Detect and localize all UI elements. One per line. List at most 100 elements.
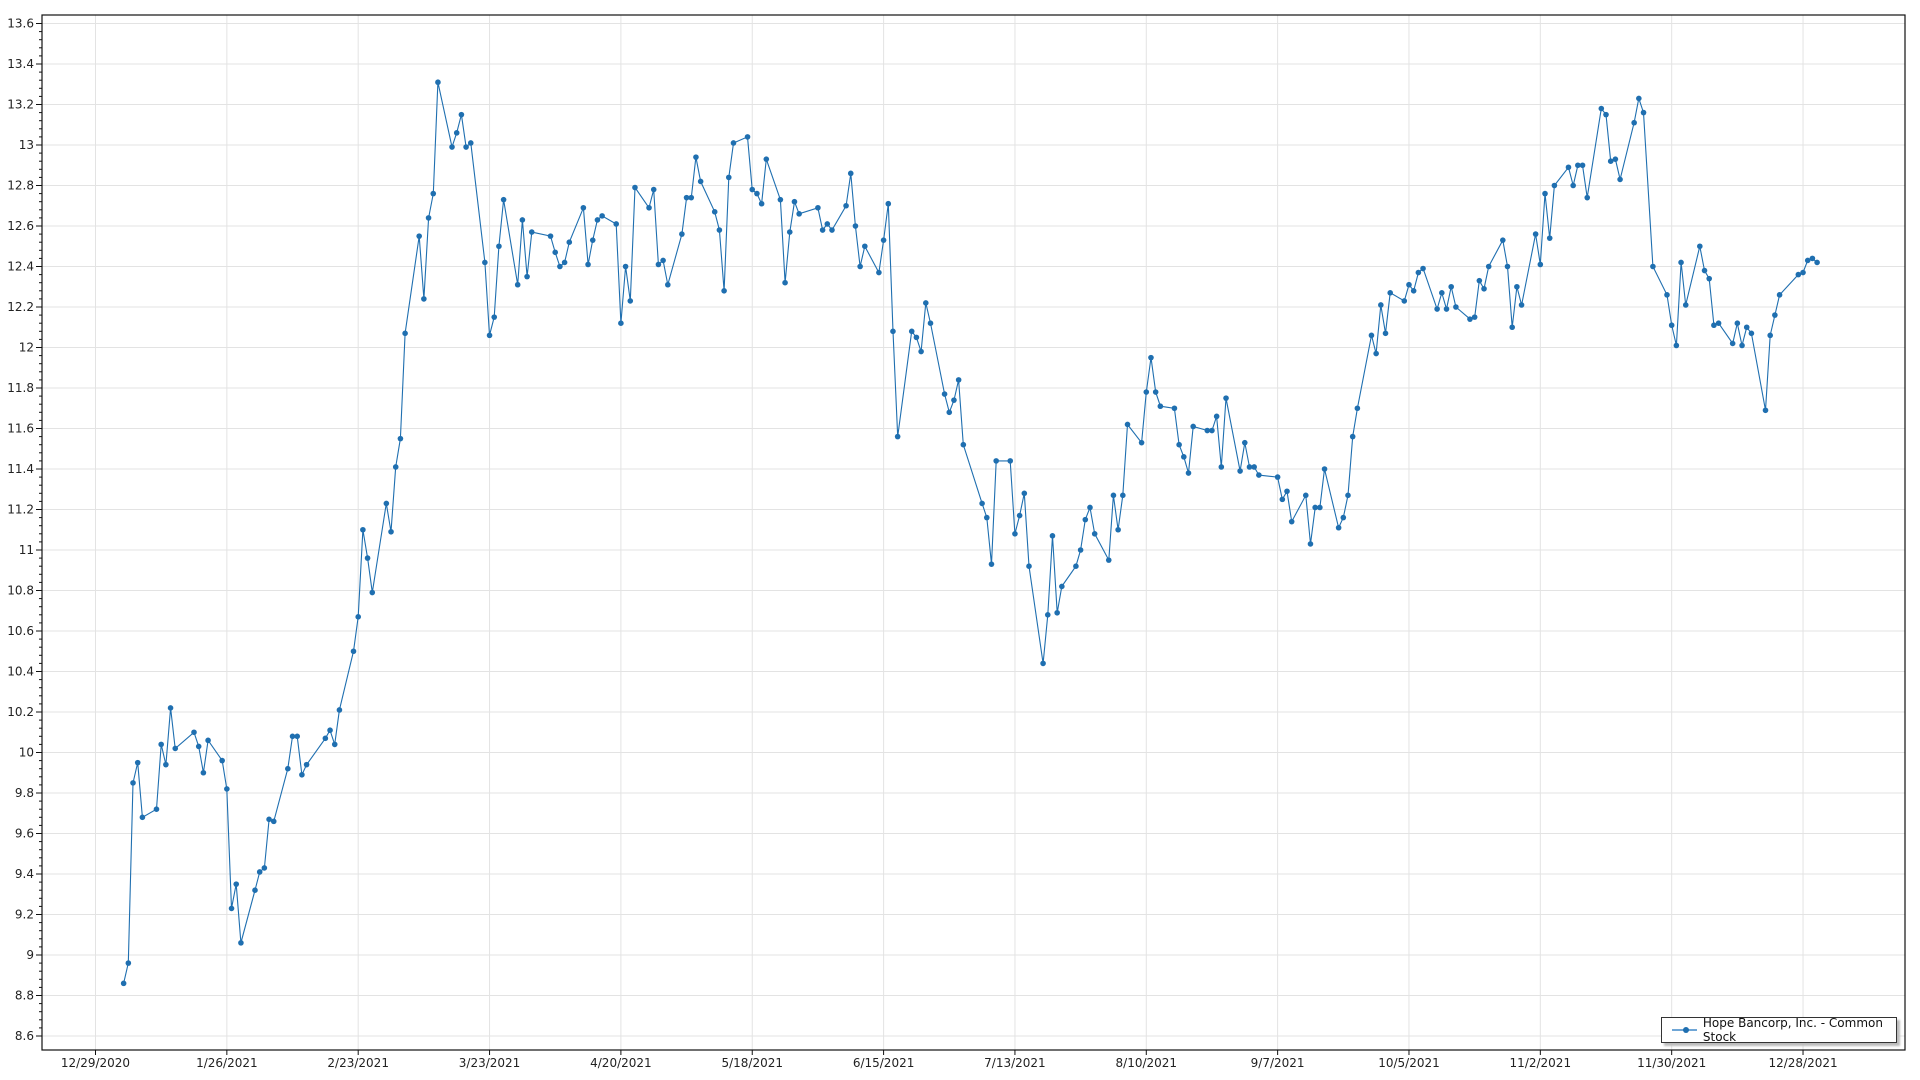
data-point xyxy=(331,741,338,748)
data-point xyxy=(261,865,268,871)
data-point xyxy=(435,79,441,86)
data-point xyxy=(923,300,929,306)
y-tick-label: 8.6 xyxy=(15,1029,34,1043)
data-point xyxy=(1378,302,1384,308)
data-point xyxy=(219,757,225,764)
x-tick-label: 6/15/2021 xyxy=(853,1056,915,1070)
data-point xyxy=(1814,259,1820,266)
data-point xyxy=(120,980,127,987)
data-point xyxy=(1542,190,1548,197)
legend-label: Hope Bancorp, Inc. - Common Stock xyxy=(1702,1016,1883,1044)
data-point xyxy=(1302,492,1309,499)
data-point xyxy=(1288,518,1295,525)
data-point xyxy=(1729,340,1736,347)
data-point xyxy=(744,134,751,140)
data-point xyxy=(993,458,999,464)
data-point xyxy=(364,555,371,561)
y-tick-label: 9.6 xyxy=(15,827,34,841)
data-point xyxy=(327,727,333,734)
x-tick-label: 12/28/2021 xyxy=(1768,1056,1837,1070)
data-point xyxy=(665,281,671,288)
data-point xyxy=(824,221,831,227)
data-point xyxy=(1598,105,1605,112)
data-point xyxy=(430,190,437,197)
data-point xyxy=(1082,516,1089,523)
data-point xyxy=(1091,531,1098,537)
y-tick-label: 9.8 xyxy=(15,786,34,800)
data-point xyxy=(1476,277,1483,284)
data-point xyxy=(1701,267,1708,274)
data-point xyxy=(1467,316,1473,322)
data-point xyxy=(449,144,455,150)
data-point xyxy=(1514,283,1520,290)
data-point xyxy=(153,806,160,812)
data-point xyxy=(763,156,770,162)
data-point xyxy=(1054,609,1060,616)
data-point xyxy=(1434,306,1440,312)
data-point xyxy=(1650,263,1656,270)
data-point xyxy=(721,288,727,294)
data-point xyxy=(951,397,957,403)
x-tick-label: 8/10/2021 xyxy=(1116,1056,1178,1070)
data-point xyxy=(791,198,798,205)
series-line xyxy=(123,82,1818,984)
data-point xyxy=(205,737,211,744)
plot-frame xyxy=(41,14,1906,1051)
y-tick-label: 11.8 xyxy=(7,381,34,395)
data-point xyxy=(1382,330,1389,337)
data-point xyxy=(941,391,948,397)
data-point xyxy=(876,269,882,276)
data-point xyxy=(1143,389,1150,395)
data-point xyxy=(1485,263,1492,270)
y-tick-label: 13.6 xyxy=(7,17,34,31)
data-point xyxy=(467,140,474,146)
data-point xyxy=(1551,182,1558,189)
y-tick-label: 12 xyxy=(19,341,34,355)
data-point xyxy=(1016,512,1023,519)
data-point xyxy=(782,279,788,286)
x-tick-label: 2/23/2021 xyxy=(327,1056,389,1070)
data-point xyxy=(336,707,343,713)
data-point xyxy=(589,237,596,243)
data-point xyxy=(1321,466,1328,472)
y-tick-label: 11 xyxy=(19,543,34,557)
data-point xyxy=(725,174,732,181)
data-point xyxy=(130,780,136,786)
data-point xyxy=(632,184,638,191)
data-point xyxy=(1546,235,1553,241)
data-point xyxy=(1415,269,1422,276)
data-point xyxy=(613,221,620,227)
data-point xyxy=(1471,314,1478,320)
data-point xyxy=(1007,458,1014,464)
data-point xyxy=(252,887,258,893)
data-point xyxy=(350,648,357,655)
data-point xyxy=(1185,470,1192,476)
y-tick-label: 8.8 xyxy=(15,989,34,1003)
data-point xyxy=(360,526,366,533)
data-point xyxy=(1682,302,1689,308)
data-point xyxy=(1772,312,1778,318)
data-point xyxy=(1274,474,1281,480)
data-point xyxy=(594,217,601,223)
y-tick-label: 13.2 xyxy=(7,98,34,112)
data-point xyxy=(894,433,901,440)
data-point xyxy=(1603,111,1609,118)
data-point xyxy=(1711,322,1717,329)
x-tick-label: 4/20/2021 xyxy=(590,1056,652,1070)
x-tick-label: 9/7/2021 xyxy=(1251,1056,1305,1070)
data-point xyxy=(1307,541,1314,547)
data-point xyxy=(1120,492,1126,499)
x-tick-label: 12/29/2020 xyxy=(61,1056,130,1070)
data-point xyxy=(566,239,573,245)
data-point xyxy=(730,140,737,146)
data-point xyxy=(1406,281,1412,288)
x-tick-label: 5/18/2021 xyxy=(721,1056,783,1070)
legend: Hope Bancorp, Inc. - Common Stock xyxy=(1661,1016,1897,1044)
data-point xyxy=(1767,332,1773,339)
data-point xyxy=(1410,288,1417,294)
data-point xyxy=(453,130,460,136)
data-point xyxy=(383,500,390,507)
data-point xyxy=(1073,563,1079,569)
y-tick-label: 11.4 xyxy=(7,462,34,476)
